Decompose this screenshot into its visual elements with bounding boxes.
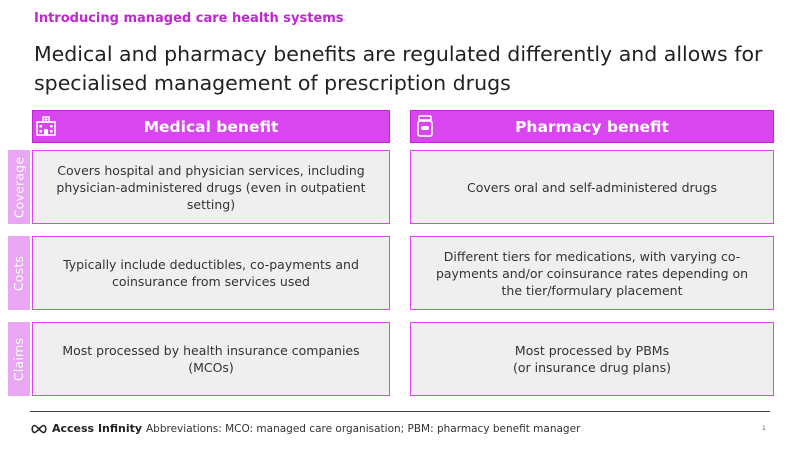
medical-coverage-cell: Covers hospital and physician services, … — [32, 150, 390, 224]
pharmacy-coverage-cell: Covers oral and self-administered drugs — [410, 150, 774, 224]
cell-text: Different tiers for medications, with va… — [435, 248, 749, 298]
slide-title: Medical and pharmacy benefits are regula… — [34, 42, 763, 95]
cell-text: Typically include deductibles, co-paymen… — [63, 257, 359, 289]
footer-divider — [30, 411, 770, 412]
medical-benefit-label: Medical benefit — [143, 117, 279, 136]
company-logo: Access Infinity — [30, 422, 142, 435]
row-label-text: Costs — [11, 255, 27, 291]
cell-text: Covers hospital and physician services, … — [56, 162, 366, 212]
pharmacy-claims-cell: Most processed by PBMs (or insurance dru… — [410, 322, 774, 396]
cell-text: Most processed by PBMs (or insurance dru… — [512, 343, 671, 375]
cell-text: Most processed by health insurance compa… — [62, 343, 360, 375]
pharmacy-benefit-label: Pharmacy benefit — [515, 117, 669, 136]
row-label-costs: Costs — [8, 236, 30, 310]
pharmacy-benefit-header: Pharmacy benefit — [410, 110, 774, 143]
infinity-logo-icon — [31, 424, 47, 433]
row-label-text: Coverage — [11, 156, 27, 218]
logo-text: Access Infinity — [52, 422, 143, 435]
hospital-icon-overlay — [35, 116, 57, 138]
pharmacy-costs-cell: Different tiers for medications, with va… — [410, 236, 774, 310]
abbreviations-note: Abbreviations: MCO: managed care organis… — [146, 423, 581, 435]
medical-claims-cell: Most processed by health insurance compa… — [32, 322, 390, 396]
page-number: 1 — [762, 425, 766, 432]
pill-bottle-icon-overlay — [415, 115, 435, 137]
medical-costs-cell: Typically include deductibles, co-paymen… — [32, 236, 390, 310]
row-label-claims: Claims — [8, 322, 30, 396]
section-eyebrow: Introducing managed care health systems — [34, 11, 344, 26]
medical-benefit-header: Medical benefit — [32, 110, 390, 143]
cell-text: Covers oral and self-administered drugs — [466, 179, 718, 195]
row-label-text: Claims — [11, 337, 27, 381]
row-label-coverage: Coverage — [8, 150, 30, 224]
